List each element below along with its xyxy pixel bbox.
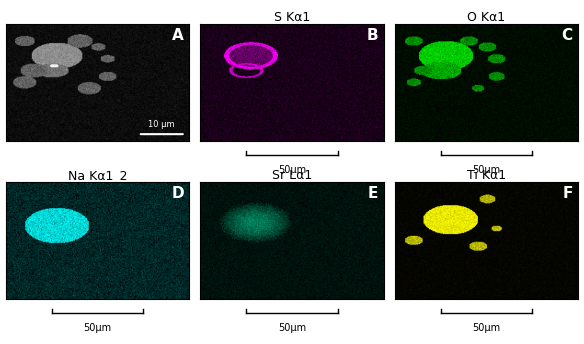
Text: C: C (562, 28, 573, 43)
Text: E: E (368, 186, 378, 201)
Text: A: A (172, 28, 184, 43)
Text: 10 μm: 10 μm (148, 120, 175, 129)
Title: Ti Kα1: Ti Kα1 (467, 169, 506, 182)
Title: S Kα1: S Kα1 (274, 11, 310, 24)
Text: 50μm: 50μm (472, 165, 500, 175)
Text: 50μm: 50μm (472, 323, 500, 333)
Title: O Kα1: O Kα1 (467, 11, 506, 24)
Title: Sr Lα1: Sr Lα1 (272, 169, 312, 182)
Text: F: F (562, 186, 573, 201)
Text: D: D (171, 186, 184, 201)
Text: 50μm: 50μm (84, 323, 112, 333)
Text: 50μm: 50μm (278, 323, 306, 333)
Title: Na Kα1_2: Na Kα1_2 (68, 169, 127, 182)
Text: 50μm: 50μm (278, 165, 306, 175)
Text: B: B (367, 28, 378, 43)
